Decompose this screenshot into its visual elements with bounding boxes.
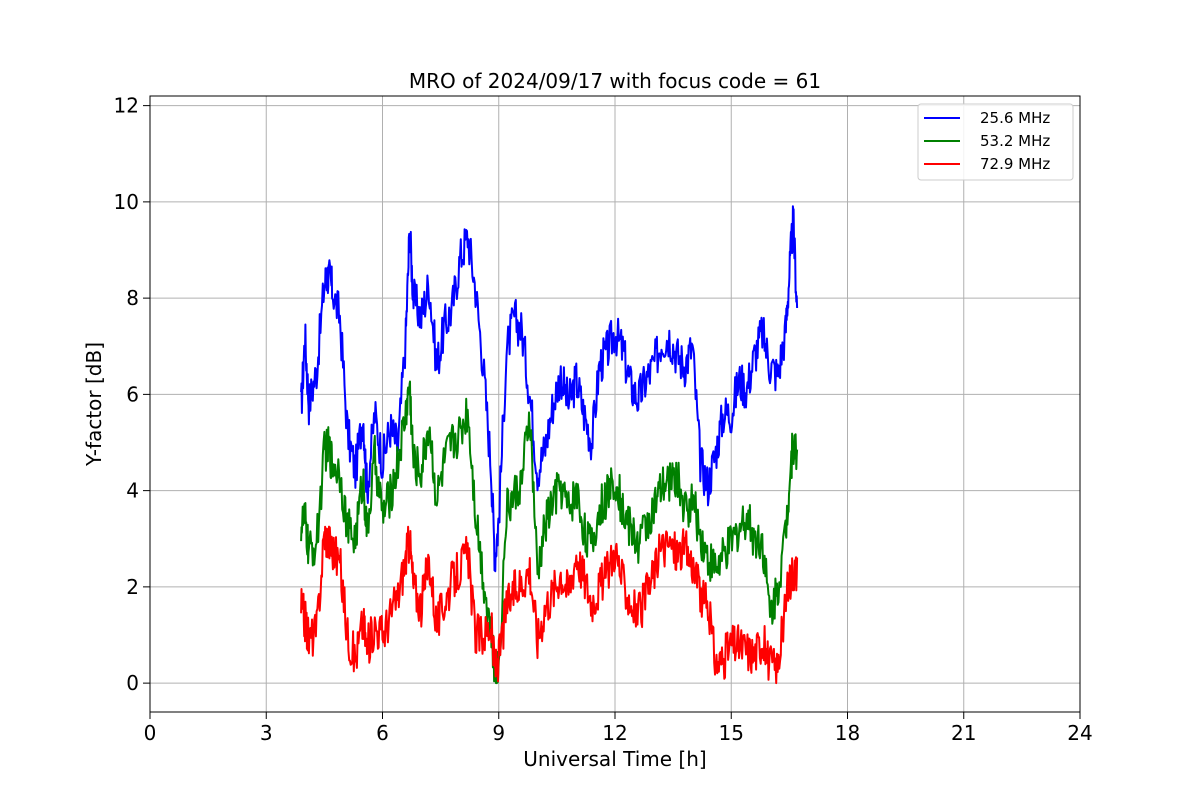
y-tick-label: 10 [114,190,139,214]
y-tick-label: 6 [126,382,139,406]
x-axis-label: Universal Time [h] [523,747,706,771]
y-tick-label: 2 [126,575,139,599]
x-tick-label: 9 [492,721,505,745]
x-tick-label: 3 [260,721,273,745]
chart-title: MRO of 2024/09/17 with focus code = 61 [409,69,821,93]
x-tick-label: 24 [1067,721,1092,745]
y-tick-label: 8 [126,286,139,310]
y-tick-label: 12 [114,94,139,118]
legend: 25.6 MHz 53.2 MHz 72.9 MHz [917,103,1074,181]
legend-label: 72.9 MHz [980,155,1050,173]
x-tick-label: 6 [376,721,389,745]
y-tick-label: 4 [126,479,139,503]
series-group [300,205,799,685]
y-tick-label: 0 [126,671,139,695]
series-line-2 [300,380,799,685]
y-axis-label: Y-factor [dB] [82,342,106,467]
x-tick-label: 12 [602,721,627,745]
legend-label: 53.2 MHz [980,132,1050,150]
series-line-3 [300,525,799,685]
legend-box [917,103,1074,181]
x-tick-label: 15 [719,721,744,745]
legend-label: 25.6 MHz [980,109,1050,127]
series-line-1 [300,205,799,573]
x-tick-label: 0 [144,721,157,745]
x-tick-label: 18 [835,721,860,745]
x-tick-label: 21 [951,721,976,745]
